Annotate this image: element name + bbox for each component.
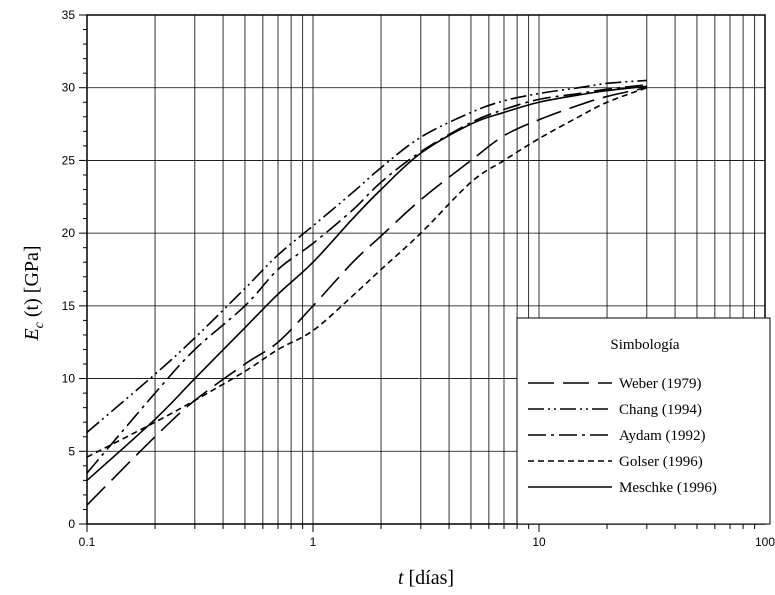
x-tick-label: 1 [310, 535, 317, 549]
ticks [79, 14, 756, 532]
series-golser-1996 [86, 86, 648, 458]
plot-frame [86, 14, 766, 525]
y-axis-title: Ec (t) [GPa] [21, 245, 47, 341]
series-meschke-1996 [86, 85, 647, 481]
y-tick-label: 30 [62, 81, 76, 95]
legend: Simbología Weber (1979) Chang (1994) Aydam… [516, 317, 771, 525]
legend-label-weber-1979: Weber (1979) [619, 376, 702, 392]
y-tick-label: 10 [62, 372, 76, 386]
legend-label-meschke-1996: Meschke (1996) [619, 480, 717, 496]
y-tick-label: 35 [62, 8, 76, 22]
legend-box [516, 317, 771, 525]
series-layer [86, 79, 648, 506]
legend-label-golser-1996: Golser (1996) [619, 454, 703, 470]
tick-labels: 0.1 1 10 100 0 5 10 15 20 25 30 35 [62, 8, 775, 549]
legend-title: Simbología [610, 337, 680, 353]
x-tick-label: 100 [755, 535, 775, 549]
legend-items: Weber (1979) Chang (1994) Aydam (1992) Gols… [528, 376, 717, 496]
y-tick-label: 25 [62, 153, 76, 167]
legend-label-chang-1994: Chang (1994) [619, 402, 702, 418]
x-tick-label: 0.1 [79, 535, 96, 549]
series-weber-1979 [86, 86, 648, 506]
series-chang-1994 [86, 79, 647, 433]
x-tick-label: 10 [532, 535, 546, 549]
y-tick-label: 5 [68, 444, 75, 458]
y-tick-label: 20 [62, 226, 76, 240]
y-tick-label: 15 [62, 299, 76, 313]
x-axis-title: t [días] [398, 567, 454, 589]
legend-label-aydam-1992: Aydam (1992) [619, 428, 706, 444]
y-tick-label: 0 [68, 517, 75, 531]
series-aydam-1992 [86, 84, 647, 474]
